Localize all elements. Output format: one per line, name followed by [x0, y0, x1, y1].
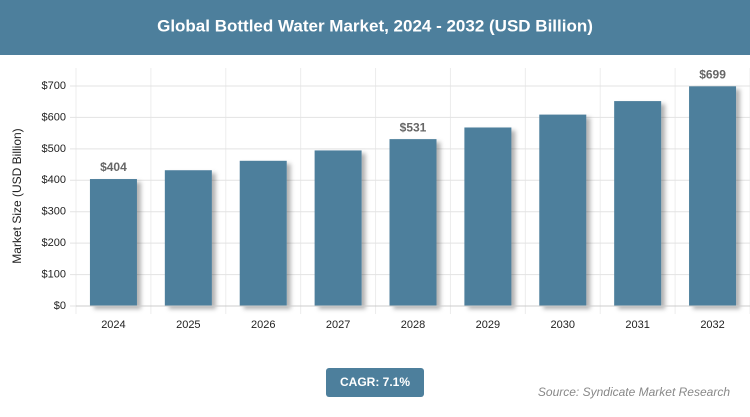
bar: [689, 86, 737, 306]
header-band: [0, 0, 750, 55]
bar: [239, 160, 287, 306]
y-tick-label: $400: [42, 174, 66, 186]
y-tick-label: $0: [54, 300, 66, 312]
source-note: Source: Syndicate Market Research: [538, 385, 730, 399]
value-label: $404: [100, 160, 127, 174]
x-tick-label: 2032: [700, 319, 724, 331]
bar: [164, 170, 212, 306]
bar: [614, 101, 662, 306]
x-tick-label: 2029: [476, 319, 500, 331]
value-label: $699: [699, 67, 726, 81]
bar: [539, 114, 587, 306]
y-tick-label: $500: [42, 143, 66, 155]
bar: [464, 127, 512, 306]
x-tick-label: 2027: [326, 319, 350, 331]
bar: [314, 150, 362, 306]
cagr-label: CAGR: 7.1%: [340, 375, 410, 389]
y-tick-label: $600: [42, 111, 66, 123]
x-tick-label: 2026: [251, 319, 275, 331]
x-tick-label: 2025: [176, 319, 200, 331]
y-tick-label: $100: [42, 268, 66, 280]
bar: [389, 139, 437, 306]
bar: [89, 179, 137, 306]
y-axis-title: Market Size (USD Billion): [10, 128, 24, 263]
y-tick-label: $700: [42, 80, 66, 92]
x-tick-label: 2031: [625, 319, 649, 331]
y-tick-label: $300: [42, 206, 66, 218]
value-label: $531: [400, 120, 427, 134]
y-tick-label: $200: [42, 237, 66, 249]
x-tick-label: 2028: [401, 319, 425, 331]
x-tick-label: 2030: [551, 319, 575, 331]
chart-title: Global Bottled Water Market, 2024 - 2032…: [157, 16, 593, 35]
cagr-badge: [326, 368, 424, 397]
x-tick-label: 2024: [101, 319, 125, 331]
